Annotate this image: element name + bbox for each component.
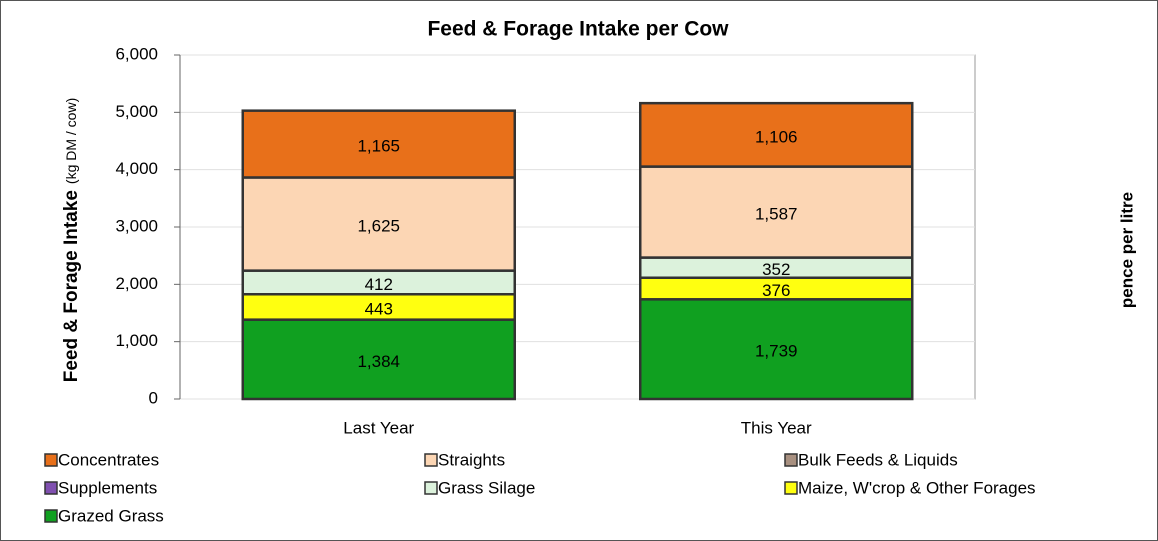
legend-swatch: [424, 481, 438, 495]
data-label: 412: [365, 275, 393, 294]
legend-swatch: [424, 453, 438, 467]
x-tick-label: This Year: [741, 418, 812, 437]
y-tick-label: 3,000: [115, 216, 158, 235]
y2-axis-title: pence per litre: [1117, 192, 1136, 308]
y-tick-label: 2,000: [115, 274, 158, 293]
y-axis-title: Feed & Forage Intake (kg DM / cow): [61, 98, 82, 383]
y-tick-label: 5,000: [115, 102, 158, 121]
bar-segment: [639, 101, 914, 168]
data-label: 352: [762, 260, 790, 279]
x-tick-label: Last Year: [343, 418, 414, 437]
legend-swatch: [44, 509, 58, 523]
bar-segment: [241, 176, 516, 272]
y-tick-label: 4,000: [115, 159, 158, 178]
bar-segment: [241, 318, 516, 401]
legend-swatch: [44, 481, 58, 495]
data-label: 1,384: [357, 352, 400, 371]
data-label: 1,587: [755, 205, 798, 224]
legend-label: Straights: [438, 450, 505, 469]
y-axis-title-main: Feed & Forage Intake: [61, 190, 82, 382]
y-tick-label: 1,000: [115, 331, 158, 350]
legend-swatch: [784, 453, 798, 467]
legend-label: Concentrates: [58, 450, 159, 469]
legend-label: Bulk Feeds & Liquids: [798, 450, 958, 469]
data-label: 1,106: [755, 127, 798, 146]
y-tick-label: 6,000: [115, 44, 158, 63]
bar-segment: [639, 165, 914, 259]
data-label: 443: [365, 299, 393, 318]
data-label: 376: [762, 281, 790, 300]
legend-label: Maize, W'crop & Other Forages: [798, 478, 1036, 497]
bar-segment: [241, 293, 516, 321]
legend-label: Supplements: [58, 478, 157, 497]
legend-swatch: [44, 453, 58, 467]
y-tick-label: 0: [149, 388, 158, 407]
data-label: 1,625: [357, 217, 400, 236]
legend-label: Grass Silage: [438, 478, 535, 497]
data-label: 1,165: [357, 137, 400, 156]
legend-swatch: [784, 481, 798, 495]
y-axis-title-unit: (kg DM / cow): [63, 98, 79, 184]
bar-segment: [241, 109, 516, 179]
legend-label: Grazed Grass: [58, 506, 164, 525]
chart-title: Feed & Forage Intake per Cow: [427, 18, 729, 41]
bar-segment: [639, 298, 914, 401]
data-label: 1,739: [755, 342, 798, 361]
